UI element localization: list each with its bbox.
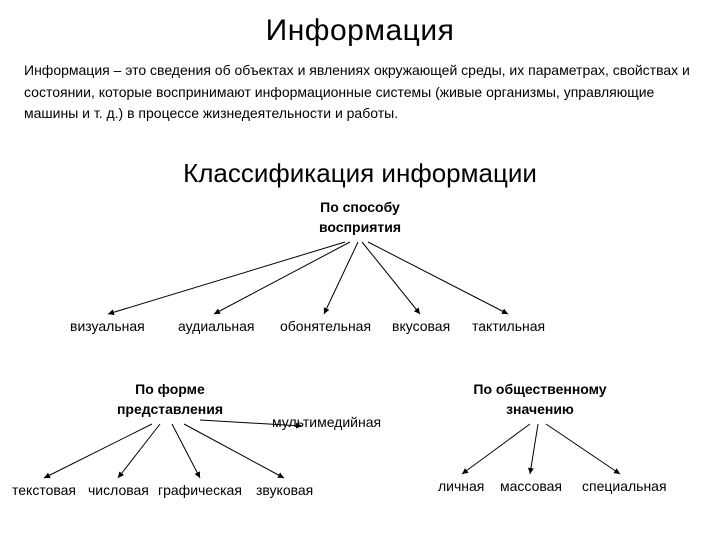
tree-edge-12 [546,424,620,474]
tree-edge-6 [118,424,160,478]
tree-edge-4 [368,242,508,314]
tree-leaf-perception-2: обонятельная [280,318,371,334]
tree-leaf-form-7: графическая [158,482,242,498]
page: Информация Информация – это сведения об … [0,0,720,540]
tree-edge-1 [214,242,350,314]
tree-leaf-social-10: личная [438,478,484,494]
tree-leaf-perception-3: вкусовая [392,318,450,334]
tree-leaf-form-8: звуковая [256,482,313,498]
tree-leaf-social-11: массовая [500,478,562,494]
tree-leaf-perception-1: аудиальная [178,318,255,334]
tree-leaf-form-6: числовая [88,482,149,498]
tree-leaf-perception-4: тактильная [472,318,545,334]
tree-node-perception: По способу восприятия [280,198,440,237]
edge-group [44,242,620,478]
tree-leaf-social-12: специальная [582,478,667,494]
classification-subtitle: Классификация информации [0,158,720,189]
tree-leaf-perception-0: визуальная [70,318,145,334]
tree-edge-10 [462,424,530,474]
tree-edge-0 [108,242,345,314]
tree-node-form: По форме представления [90,380,250,419]
tree-edge-7 [172,424,200,478]
tree-edge-11 [530,424,538,474]
tree-edge-5 [44,424,152,478]
definition-paragraph: Информация – это сведения об объектах и … [24,60,696,125]
tree-leaf-form-5: текстовая [12,482,76,498]
tree-edge-2 [324,242,358,314]
page-title: Информация [0,14,720,48]
tree-leaf-form-9: мультимедийная [272,414,381,430]
tree-node-social: По общественному значению [440,380,640,419]
tree-edge-8 [184,424,284,478]
tree-edge-3 [362,242,420,314]
